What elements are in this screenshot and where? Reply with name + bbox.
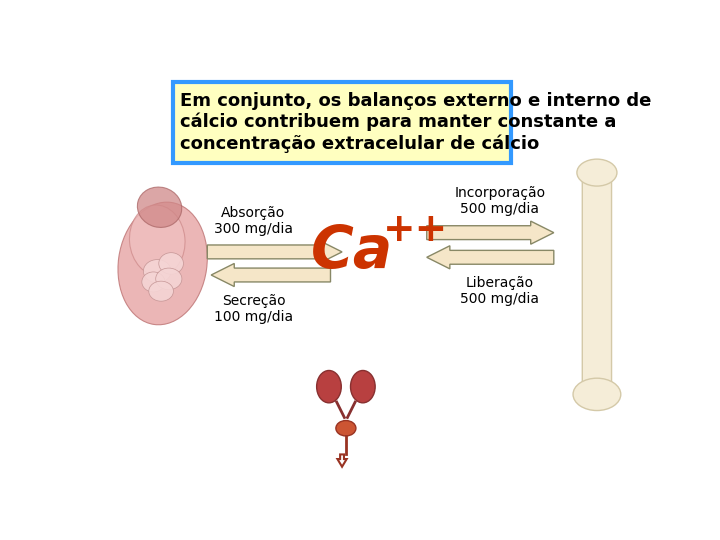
Text: Em conjunto, os balanços externo e interno de
cálcio contribuem para manter cons: Em conjunto, os balanços externo e inter… bbox=[180, 92, 652, 152]
FancyArrow shape bbox=[338, 455, 346, 467]
Ellipse shape bbox=[149, 281, 174, 301]
Text: Absorção
300 mg/dia: Absorção 300 mg/dia bbox=[214, 206, 293, 236]
FancyArrow shape bbox=[211, 264, 330, 287]
FancyBboxPatch shape bbox=[173, 82, 511, 163]
Ellipse shape bbox=[118, 202, 207, 325]
FancyBboxPatch shape bbox=[582, 168, 611, 401]
Ellipse shape bbox=[142, 272, 165, 292]
Ellipse shape bbox=[156, 268, 182, 289]
Text: Ca: Ca bbox=[311, 222, 393, 280]
FancyArrow shape bbox=[207, 240, 342, 264]
Ellipse shape bbox=[317, 370, 341, 403]
Text: ++: ++ bbox=[383, 211, 448, 249]
Ellipse shape bbox=[577, 159, 617, 186]
Ellipse shape bbox=[143, 260, 171, 283]
FancyArrow shape bbox=[427, 221, 554, 244]
Text: Secreção
100 mg/dia: Secreção 100 mg/dia bbox=[214, 294, 293, 325]
Ellipse shape bbox=[573, 378, 621, 410]
Ellipse shape bbox=[130, 205, 185, 276]
Ellipse shape bbox=[351, 370, 375, 403]
Text: Liberação
500 mg/dia: Liberação 500 mg/dia bbox=[460, 276, 539, 306]
Ellipse shape bbox=[138, 187, 181, 227]
Ellipse shape bbox=[336, 421, 356, 436]
Text: Incorporação
500 mg/dia: Incorporação 500 mg/dia bbox=[454, 186, 546, 215]
Ellipse shape bbox=[159, 253, 184, 274]
FancyArrow shape bbox=[427, 246, 554, 269]
